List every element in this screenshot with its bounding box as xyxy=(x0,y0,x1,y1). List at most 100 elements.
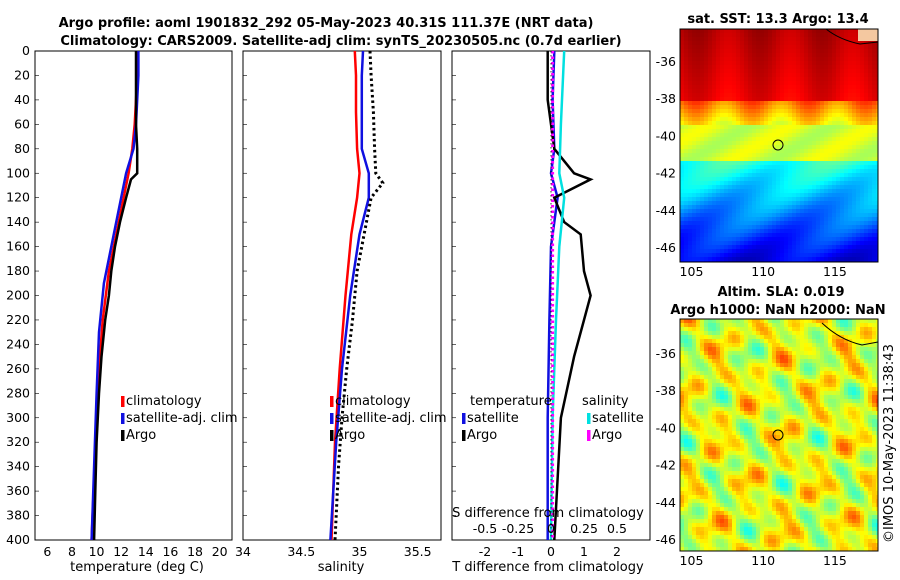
map-cell xyxy=(828,431,833,436)
map-cell xyxy=(724,367,729,372)
map-cell xyxy=(868,359,873,364)
map-cell xyxy=(764,443,769,448)
map-cell xyxy=(700,419,705,424)
map-cell xyxy=(788,45,793,50)
map-cell xyxy=(812,173,817,178)
map-cell xyxy=(824,121,829,126)
map-cell xyxy=(864,141,869,146)
depth-tick-label: 200 xyxy=(6,288,30,303)
map-cell xyxy=(836,439,841,444)
map-cell xyxy=(764,229,769,234)
map-cell xyxy=(764,225,769,230)
map-cell xyxy=(848,217,853,222)
map-cell xyxy=(740,443,745,448)
map-cell xyxy=(772,37,777,42)
map-cell xyxy=(780,137,785,142)
map-cell xyxy=(816,173,821,178)
map-cell xyxy=(760,431,765,436)
map-cell xyxy=(820,121,825,126)
map-cell xyxy=(768,105,773,110)
map-cell xyxy=(700,29,705,34)
map-cell xyxy=(812,205,817,210)
map-cell xyxy=(804,105,809,110)
map-cell xyxy=(784,451,789,456)
map-cell xyxy=(820,133,825,138)
map-cell xyxy=(680,73,685,78)
map-cell xyxy=(848,33,853,38)
map-cell xyxy=(756,189,761,194)
map-cell xyxy=(704,41,709,46)
map-cell xyxy=(804,225,809,230)
map-cell xyxy=(732,435,737,440)
map-cell xyxy=(824,233,829,238)
map-cell xyxy=(788,359,793,364)
map-cell xyxy=(744,375,749,380)
map-cell xyxy=(868,355,873,360)
map-cell xyxy=(740,375,745,380)
map-cell xyxy=(788,169,793,174)
map-cell xyxy=(848,117,853,122)
map-cell xyxy=(748,225,753,230)
map-cell xyxy=(788,137,793,142)
map-cell xyxy=(840,367,845,372)
map-cell xyxy=(868,367,873,372)
map-cell xyxy=(792,327,797,332)
map-cell xyxy=(832,145,837,150)
map-cell xyxy=(684,197,689,202)
map-cell xyxy=(704,459,709,464)
map-cell xyxy=(796,427,801,432)
map-cell xyxy=(852,109,857,114)
map-cell xyxy=(716,217,721,222)
map-cell xyxy=(844,399,849,404)
map-cell xyxy=(752,339,757,344)
map-cell xyxy=(692,177,697,182)
map-cell xyxy=(848,399,853,404)
map-cell xyxy=(720,29,725,34)
map-cell xyxy=(740,77,745,82)
map-cell xyxy=(768,145,773,150)
map-cell xyxy=(868,77,873,82)
map-cell xyxy=(824,423,829,428)
map-cell xyxy=(712,33,717,38)
map-cell xyxy=(760,45,765,50)
map-cell xyxy=(804,117,809,122)
map-cell xyxy=(796,419,801,424)
map-cell xyxy=(852,319,857,324)
map-cell xyxy=(688,169,693,174)
map-cell xyxy=(808,45,813,50)
map-cell xyxy=(716,359,721,364)
map-cell xyxy=(800,459,805,464)
map-cell xyxy=(728,335,733,340)
map-cell xyxy=(752,109,757,114)
map-cell xyxy=(712,149,717,154)
map-cell xyxy=(700,399,705,404)
map-cell xyxy=(876,89,878,94)
map-cell xyxy=(724,101,729,106)
map-cell xyxy=(684,427,689,432)
map-cell xyxy=(864,181,869,186)
map-cell xyxy=(792,451,797,456)
map-cell xyxy=(856,323,861,328)
map-cell xyxy=(756,217,761,222)
map-cell xyxy=(760,89,765,94)
map-cell xyxy=(752,331,757,336)
map-cell xyxy=(876,221,878,226)
map-cell xyxy=(704,97,709,102)
map-cell xyxy=(800,229,805,234)
map-cell xyxy=(796,371,801,376)
map-cell xyxy=(844,109,849,114)
map-cell xyxy=(756,241,761,246)
map-lat-tick-label: -36 xyxy=(656,54,676,69)
map-cell xyxy=(680,65,685,70)
map-cell xyxy=(860,253,865,258)
map-cell xyxy=(824,213,829,218)
map-cell xyxy=(708,105,713,110)
map-cell xyxy=(752,65,757,70)
map-cell xyxy=(796,455,801,460)
map-cell xyxy=(824,169,829,174)
map-cell xyxy=(728,189,733,194)
map-cell xyxy=(824,33,829,38)
map-cell xyxy=(692,37,697,42)
map-cell xyxy=(704,197,709,202)
map-cell xyxy=(736,383,741,388)
